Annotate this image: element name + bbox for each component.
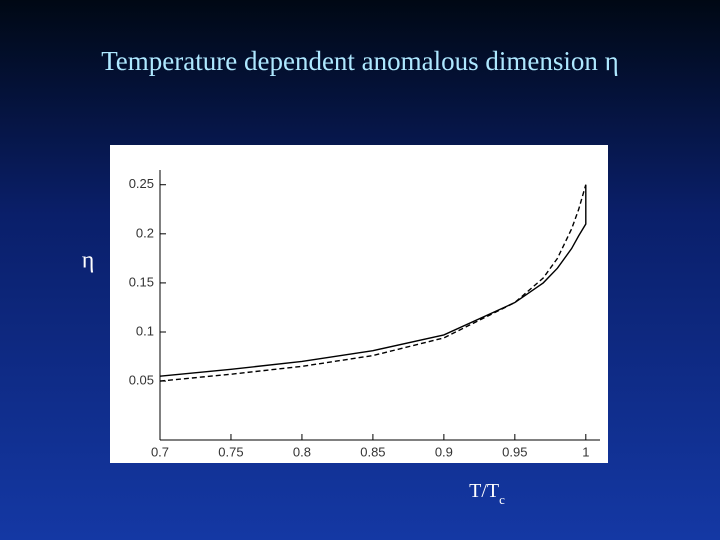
x-tick-label: 0.75	[218, 444, 243, 459]
x-tick-label: 0.7	[151, 444, 169, 459]
x-tick-label: 0.9	[435, 444, 453, 459]
x-axis-label-subscript: c	[499, 492, 505, 507]
y-tick-label: 0.1	[136, 323, 154, 338]
y-axis-label: η	[82, 248, 95, 274]
x-tick-label: 0.8	[293, 444, 311, 459]
x-tick-label: 0.95	[502, 444, 527, 459]
y-tick-label: 0.05	[129, 373, 154, 388]
y-tick-label: 0.15	[129, 274, 154, 289]
x-tick-label: 1	[582, 444, 589, 459]
series-line	[159, 184, 587, 382]
series-line	[159, 184, 587, 377]
x-axis-label: T/Tc	[469, 480, 505, 507]
slide-title: Temperature dependent anomalous dimensio…	[101, 46, 619, 76]
y-tick-label: 0.25	[129, 176, 154, 191]
y-tick-label: 0.2	[136, 225, 154, 240]
chart-panel	[110, 145, 608, 463]
x-tick-label: 0.85	[360, 444, 385, 459]
x-axis-label-text: T/T	[469, 480, 499, 502]
